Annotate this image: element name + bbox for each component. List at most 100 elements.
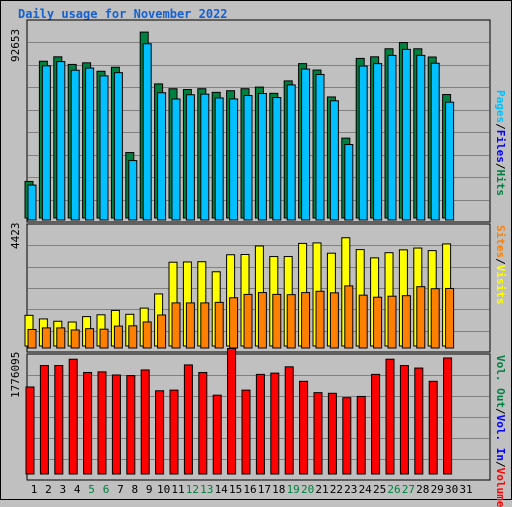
bar-sites-day-22 — [329, 292, 339, 349]
bar-volume-day-2 — [39, 365, 49, 475]
bar-sites-day-15 — [229, 297, 239, 349]
bar-files-day-18 — [272, 97, 282, 221]
x-tick-label-day-9: 9 — [146, 483, 153, 496]
x-tick-label-day-15: 15 — [229, 483, 242, 496]
bar-sites-day-13 — [200, 302, 210, 349]
x-tick-label-day-24: 24 — [359, 483, 373, 496]
bar-files-day-4 — [70, 69, 80, 221]
x-tick-label-day-19: 19 — [287, 483, 300, 496]
x-tick-label-day-22: 22 — [330, 483, 343, 496]
bar-sites-day-30 — [445, 287, 455, 349]
bar-files-day-23 — [344, 144, 354, 221]
bar-volume-day-26 — [385, 358, 395, 475]
chart-title: Daily usage for November 2022 — [18, 7, 228, 21]
bar-files-day-13 — [200, 93, 210, 221]
x-tick-label-day-31: 31 — [459, 483, 472, 496]
bar-sites-day-12 — [185, 302, 195, 349]
bar-sites-day-16 — [243, 293, 253, 349]
bar-volume-day-13 — [198, 371, 208, 475]
bar-sites-day-14 — [214, 301, 224, 349]
bar-files-day-2 — [41, 65, 51, 221]
bar-files-day-24 — [358, 65, 368, 221]
x-tick-label-day-20: 20 — [301, 483, 314, 496]
x-tick-label-day-18: 18 — [272, 483, 285, 496]
bar-sites-day-27 — [401, 295, 411, 349]
x-tick-label-day-6: 6 — [103, 483, 110, 496]
bar-volume-day-6 — [97, 371, 107, 475]
bar-sites-day-25 — [373, 296, 383, 349]
bar-volume-day-25 — [371, 373, 381, 475]
x-tick-label-day-25: 25 — [373, 483, 386, 496]
x-tick-label-day-27: 27 — [402, 483, 415, 496]
bar-sites-day-17 — [257, 292, 267, 349]
x-tick-label-day-2: 2 — [45, 483, 52, 496]
x-tick-label-day-28: 28 — [416, 483, 429, 496]
bar-sites-day-5 — [85, 328, 95, 349]
bar-sites-day-21 — [315, 290, 325, 349]
bar-volume-day-27 — [399, 365, 409, 475]
bar-sites-day-10 — [157, 314, 167, 349]
x-tick-label-day-21: 21 — [315, 483, 328, 496]
bar-volume-day-15 — [227, 348, 237, 475]
bar-volume-day-12 — [183, 364, 193, 475]
bar-volume-day-21 — [313, 392, 323, 475]
bar-files-day-28 — [416, 54, 426, 221]
x-tick-label-day-16: 16 — [243, 483, 256, 496]
bar-volume-day-30 — [443, 357, 453, 475]
bar-volume-day-14 — [212, 394, 222, 475]
bar-sites-day-4 — [70, 329, 80, 349]
bar-sites-day-29 — [430, 288, 440, 349]
bar-sites-day-6 — [99, 328, 109, 349]
bar-sites-day-9 — [142, 321, 152, 349]
x-tick-label-day-8: 8 — [131, 483, 138, 496]
bar-files-day-26 — [387, 54, 397, 221]
bar-sites-day-26 — [387, 295, 397, 349]
bar-sites-day-8 — [128, 325, 138, 349]
x-tick-label-day-29: 29 — [431, 483, 444, 496]
bar-files-day-27 — [401, 48, 411, 221]
bar-files-day-14 — [214, 97, 224, 221]
bar-volume-day-24 — [356, 395, 366, 475]
bar-volume-day-22 — [327, 392, 337, 475]
bar-files-day-3 — [56, 61, 66, 221]
bar-files-day-5 — [85, 67, 95, 221]
bar-volume-day-9 — [140, 369, 150, 475]
bar-files-day-19 — [286, 84, 296, 221]
bar-volume-day-8 — [126, 375, 136, 475]
bar-sites-day-20 — [301, 292, 311, 349]
bar-files-day-1 — [27, 184, 37, 221]
bar-volume-day-11 — [169, 389, 179, 475]
bar-files-day-21 — [315, 73, 325, 221]
bar-files-day-17 — [257, 93, 267, 221]
bar-files-day-9 — [142, 43, 152, 221]
x-tick-label-day-11: 11 — [171, 483, 184, 496]
x-tick-label-day-23: 23 — [344, 483, 357, 496]
x-tick-label-day-30: 30 — [445, 483, 458, 496]
bar-sites-day-28 — [416, 286, 426, 349]
x-tick-label-day-3: 3 — [59, 483, 66, 496]
bar-sites-day-18 — [272, 293, 282, 349]
bar-sites-day-7 — [113, 325, 123, 349]
x-tick-label-day-5: 5 — [88, 483, 95, 496]
bar-volume-day-10 — [155, 390, 165, 475]
x-tick-label-day-10: 10 — [157, 483, 170, 496]
bar-volume-day-3 — [54, 365, 64, 475]
bar-volume-day-4 — [68, 358, 78, 475]
bar-files-day-7 — [113, 72, 123, 221]
bar-sites-day-19 — [286, 294, 296, 349]
bar-volume-day-28 — [414, 367, 424, 475]
bar-files-day-16 — [243, 95, 253, 221]
x-tick-label-day-17: 17 — [258, 483, 271, 496]
bar-files-day-12 — [185, 94, 195, 221]
bar-volume-day-23 — [342, 397, 352, 475]
x-tick-label-day-26: 26 — [387, 483, 400, 496]
x-tick-label-day-13: 13 — [200, 483, 213, 496]
bar-volume-day-20 — [299, 380, 309, 475]
bar-volume-day-1 — [25, 386, 35, 475]
bar-files-day-22 — [329, 100, 339, 221]
bar-files-day-10 — [157, 92, 167, 221]
x-tick-label-day-12: 12 — [186, 483, 199, 496]
x-tick-label-day-4: 4 — [74, 483, 81, 496]
bar-sites-day-3 — [56, 327, 66, 349]
